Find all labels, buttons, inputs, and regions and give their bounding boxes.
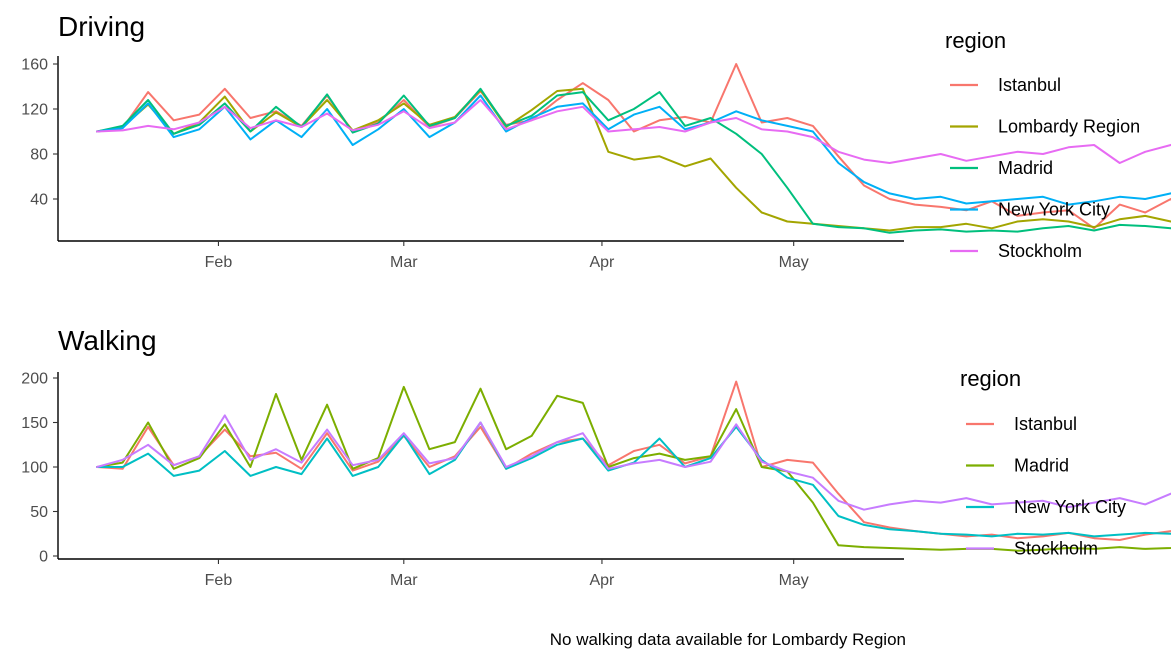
driving-x-tick-label: Mar (390, 254, 418, 271)
walking-series-istanbul (96, 380, 1171, 541)
driving-x-ticks: Feb Mar Apr May (205, 241, 809, 271)
walking-y-tick-label: 0 (39, 549, 48, 566)
driving-x-tick-label: Feb (205, 254, 233, 271)
walking-x-tick-label: Mar (390, 572, 418, 589)
walking-x-tick-label: May (779, 572, 809, 589)
driving-series-new-york-city (96, 94, 1171, 206)
driving-legend-item: Lombardy Region (950, 117, 1140, 137)
walking-legend-item: Istanbul (966, 414, 1077, 434)
walking-legend-items: Istanbul Madrid New York City Stockholm (966, 414, 1126, 559)
walking-legend-item: New York City (966, 497, 1126, 517)
driving-legend-label: Istanbul (998, 75, 1061, 95)
caption: No walking data available for Lombardy R… (550, 630, 906, 649)
driving-y-tick-label: 120 (21, 102, 48, 119)
driving-legend-item: Madrid (950, 158, 1053, 178)
driving-legend-items: Istanbul Lombardy Region Madrid New York Ci… (950, 75, 1140, 261)
walking-x-tick-label: Feb (205, 572, 233, 589)
walking-series-group (96, 380, 1171, 552)
walking-legend-item: Stockholm (966, 539, 1098, 559)
walking-y-ticks: 0 50 100 150 200 (21, 371, 58, 566)
driving-x-tick-label: Apr (589, 254, 615, 271)
driving-series-madrid (96, 87, 1171, 234)
walking-legend: region Istanbul Madrid New York City Stockh… (960, 366, 1126, 559)
driving-x-tick-label: May (779, 254, 809, 271)
walking-x-ticks: Feb Mar Apr May (205, 559, 809, 589)
walking-legend-label: New York City (1014, 497, 1126, 517)
walking-legend-item: Madrid (966, 456, 1069, 476)
driving-y-ticks: 40 80 120 160 (21, 57, 58, 209)
walking-legend-title: region (960, 366, 1021, 391)
driving-y-tick-label: 80 (30, 147, 48, 164)
walking-title: Walking (58, 325, 157, 356)
walking-series-stockholm (96, 414, 1171, 511)
driving-series-lombardy-region (96, 87, 1171, 232)
walking-y-tick-label: 100 (21, 460, 48, 477)
walking-legend-label: Istanbul (1014, 414, 1077, 434)
walking-y-tick-label: 50 (30, 504, 48, 521)
driving-legend-item: Istanbul (950, 75, 1061, 95)
driving-legend-label: Lombardy Region (998, 117, 1140, 137)
driving-legend-label: New York City (998, 200, 1110, 220)
walking-x-tick-label: Apr (589, 572, 615, 589)
driving-series-group (96, 63, 1171, 234)
walking-panel: Walking 0 50 100 150 200 Feb Mar Apr May region… (21, 325, 1171, 589)
driving-legend-label: Stockholm (998, 241, 1082, 261)
walking-series-new-york-city (96, 421, 1171, 538)
driving-panel: Driving 40 80 120 160 Feb Mar Apr May region I… (21, 11, 1171, 271)
walking-series-madrid (96, 385, 1171, 552)
driving-legend-label: Madrid (998, 158, 1053, 178)
driving-legend: region Istanbul Lombardy Region Madrid New … (945, 28, 1140, 261)
driving-title: Driving (58, 11, 145, 42)
driving-series-stockholm (96, 99, 1171, 164)
driving-y-tick-label: 160 (21, 57, 48, 74)
walking-y-tick-label: 150 (21, 415, 48, 432)
driving-legend-title: region (945, 28, 1006, 53)
walking-y-tick-label: 200 (21, 371, 48, 388)
walking-legend-label: Madrid (1014, 456, 1069, 476)
driving-legend-item: New York City (950, 200, 1110, 220)
driving-y-tick-label: 40 (30, 192, 48, 209)
walking-legend-label: Stockholm (1014, 539, 1098, 559)
driving-legend-item: Stockholm (950, 241, 1082, 261)
